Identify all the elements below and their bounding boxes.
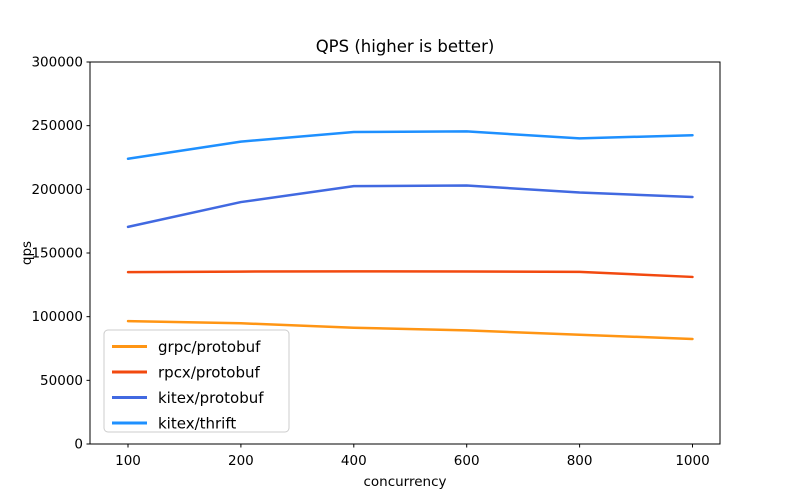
x-tick-label: 1000 (675, 453, 709, 469)
legend-label: grpc/protobuf (158, 338, 261, 356)
legend-item: kitex/thrift (112, 415, 236, 433)
y-tick-label: 100000 (31, 309, 83, 325)
series-line-rpcx-protobuf (126, 270, 694, 279)
y-tick-label: 250000 (31, 118, 83, 134)
plot-border (89, 61, 721, 445)
x-axis-label: concurrency (363, 474, 446, 490)
legend-label: kitex/protobuf (158, 389, 264, 407)
legend-frame (103, 329, 290, 433)
y-tick-label: 50000 (40, 373, 83, 389)
chart-title: QPS (higher is better) (316, 37, 495, 56)
y-tick-label: 200000 (31, 182, 83, 198)
legend-item: kitex/protobuf (112, 389, 264, 407)
y-tick-label: 150000 (31, 246, 83, 262)
legend-item: grpc/protobuf (112, 338, 261, 356)
legend-label: kitex/thrift (158, 415, 236, 433)
series-line-kitex-protobuf (126, 184, 694, 229)
x-tick-label: 100 (115, 453, 141, 469)
series-line-grpc-protobuf (126, 319, 694, 341)
x-tick-label: 400 (341, 453, 367, 469)
series-line-kitex-thrift (126, 130, 694, 161)
y-tick-label: 0 (74, 437, 83, 453)
x-tick-label: 200 (228, 453, 254, 469)
y-tick-label: 300000 (31, 55, 83, 71)
y-axis-label: qps (19, 241, 35, 265)
legend-label: rpcx/protobuf (158, 364, 260, 382)
chart-plot-area: 0 50000 100000 150000 200000 250000 300000 100 2… (31, 55, 721, 469)
legend: grpc/protobuf rpcx/protobuf kitex/protobuf… (103, 329, 290, 433)
x-tick-label: 600 (454, 453, 480, 469)
x-tick-label: 800 (567, 453, 593, 469)
legend-item: rpcx/protobuf (112, 364, 260, 382)
